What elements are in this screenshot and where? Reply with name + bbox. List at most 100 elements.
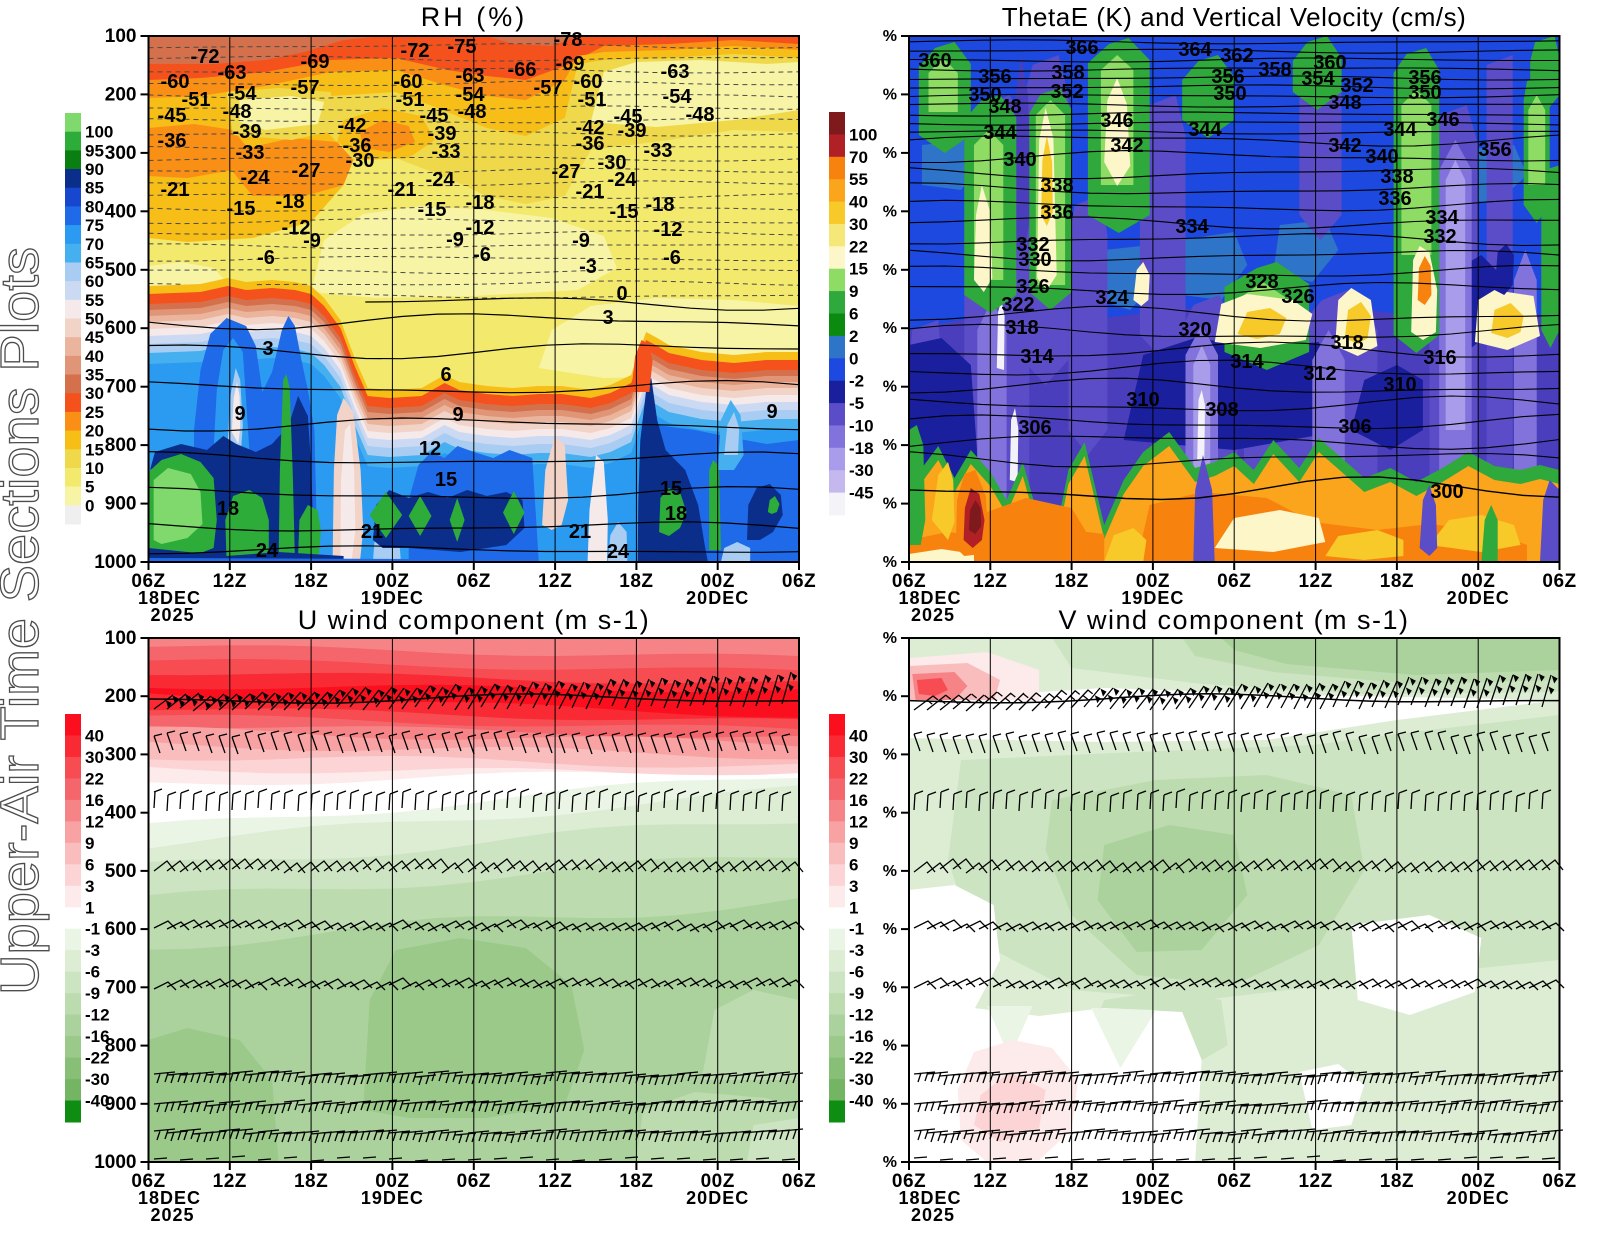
svg-text:2025: 2025: [150, 605, 194, 625]
svg-text:-36: -36: [158, 130, 187, 152]
svg-text:20DEC: 20DEC: [686, 1188, 749, 1208]
svg-text:24: 24: [607, 541, 630, 563]
svg-text:55: 55: [849, 170, 868, 189]
svg-text:12Z: 12Z: [213, 571, 247, 592]
svg-text:00Z: 00Z: [701, 571, 735, 592]
svg-text:65: 65: [85, 254, 104, 273]
svg-text:-15: -15: [610, 201, 639, 223]
svg-text:18: 18: [665, 503, 687, 525]
svg-text:360: 360: [1313, 52, 1346, 74]
svg-text:-69: -69: [301, 51, 330, 73]
svg-text:-60: -60: [574, 71, 603, 93]
svg-text:-18: -18: [466, 192, 495, 214]
svg-text:6: 6: [440, 364, 451, 386]
svg-text:-45: -45: [420, 105, 449, 127]
svg-text:30: 30: [85, 748, 104, 767]
svg-text:-69: -69: [556, 53, 585, 75]
svg-text:-63: -63: [456, 65, 485, 87]
svg-text:356: 356: [1408, 67, 1441, 89]
svg-text:318: 318: [1330, 332, 1363, 354]
svg-text:-24: -24: [608, 169, 638, 191]
svg-text:-63: -63: [218, 62, 247, 84]
svg-text:-54: -54: [663, 86, 693, 108]
svg-text:-27: -27: [552, 161, 581, 183]
svg-text:-54: -54: [228, 83, 258, 105]
svg-text:320: 320: [1178, 319, 1211, 341]
svg-text:-12: -12: [282, 217, 311, 239]
svg-text:-3: -3: [849, 941, 864, 960]
svg-text:12Z: 12Z: [538, 1171, 572, 1192]
svg-text:9: 9: [766, 401, 777, 423]
svg-text:360: 360: [918, 50, 951, 72]
svg-text:16: 16: [85, 791, 104, 810]
svg-text:364: 364: [1178, 39, 1212, 61]
svg-text:-45: -45: [614, 106, 643, 128]
svg-text:9: 9: [452, 404, 463, 426]
svg-text:-30: -30: [849, 1070, 874, 1089]
svg-text:70: 70: [849, 148, 868, 167]
svg-text:-16: -16: [849, 1027, 874, 1046]
svg-text:18DEC: 18DEC: [898, 1188, 961, 1208]
svg-text:-15: -15: [418, 199, 447, 221]
svg-text:%: %: [883, 1038, 897, 1055]
svg-text:356: 356: [1478, 139, 1511, 161]
svg-text:%: %: [883, 379, 897, 396]
svg-text:9: 9: [85, 834, 94, 853]
svg-text:362: 362: [1220, 45, 1253, 67]
svg-text:-21: -21: [161, 179, 190, 201]
svg-text:-15: -15: [227, 198, 256, 220]
svg-text:40: 40: [85, 727, 104, 746]
svg-text:700: 700: [105, 977, 137, 998]
svg-text:328: 328: [1245, 271, 1278, 293]
svg-text:%: %: [883, 863, 897, 880]
svg-text:-6: -6: [85, 963, 100, 982]
svg-text:%: %: [883, 979, 897, 996]
svg-text:-42: -42: [338, 115, 367, 137]
svg-text:310: 310: [1126, 389, 1159, 411]
svg-text:-12: -12: [849, 1006, 874, 1025]
svg-text:-42: -42: [576, 117, 605, 139]
svg-text:700: 700: [105, 377, 137, 398]
svg-text:00Z: 00Z: [1136, 571, 1170, 592]
svg-text:334: 334: [1425, 207, 1459, 229]
svg-text:40: 40: [849, 193, 868, 212]
svg-text:-45: -45: [849, 484, 874, 503]
svg-text:-33: -33: [236, 142, 265, 164]
svg-text:1: 1: [85, 898, 94, 917]
svg-text:-78: -78: [554, 29, 583, 51]
svg-text:344: 344: [983, 122, 1017, 144]
svg-text:310: 310: [1383, 374, 1416, 396]
svg-text:%: %: [883, 145, 897, 162]
svg-text:20DEC: 20DEC: [1447, 1188, 1510, 1208]
svg-text:06Z: 06Z: [131, 571, 165, 592]
svg-text:40: 40: [849, 727, 868, 746]
svg-text:900: 900: [105, 494, 137, 515]
svg-text:RH (%): RH (%): [421, 2, 528, 32]
svg-text:-6: -6: [473, 244, 491, 266]
svg-text:12Z: 12Z: [538, 571, 572, 592]
svg-text:19DEC: 19DEC: [361, 1188, 424, 1208]
svg-text:-54: -54: [456, 84, 486, 106]
svg-text:-18: -18: [849, 439, 874, 458]
svg-text:312: 312: [1303, 363, 1336, 385]
svg-text:348: 348: [1328, 92, 1361, 114]
svg-text:340: 340: [1003, 149, 1036, 171]
svg-text:330: 330: [1018, 249, 1051, 271]
svg-text:350: 350: [1213, 83, 1246, 105]
svg-text:-60: -60: [161, 71, 190, 93]
svg-text:18: 18: [217, 498, 239, 520]
svg-text:-3: -3: [85, 941, 100, 960]
svg-text:55: 55: [85, 291, 104, 310]
svg-text:336: 336: [1378, 188, 1411, 210]
svg-text:%: %: [883, 554, 897, 571]
svg-text:%: %: [883, 28, 897, 45]
svg-text:-39: -39: [233, 121, 262, 143]
svg-text:-33: -33: [644, 140, 673, 162]
svg-text:18Z: 18Z: [294, 1171, 328, 1192]
svg-text:1000: 1000: [94, 1152, 136, 1173]
svg-text:30: 30: [85, 384, 104, 403]
svg-text:-6: -6: [257, 247, 275, 269]
svg-text:00Z: 00Z: [1136, 1171, 1170, 1192]
svg-text:-30: -30: [849, 461, 874, 480]
svg-text:2: 2: [849, 327, 858, 346]
